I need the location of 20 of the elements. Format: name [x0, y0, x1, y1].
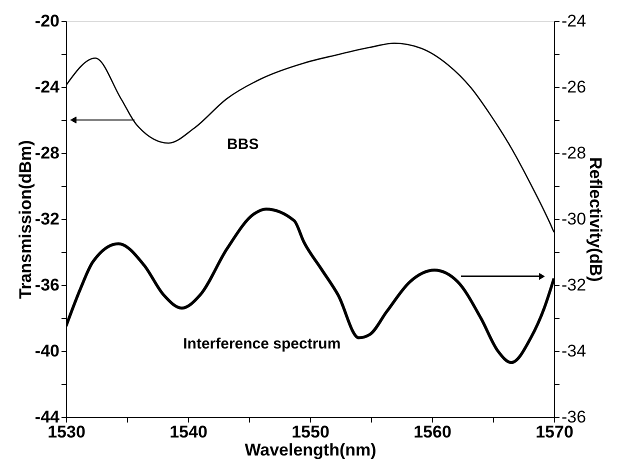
y2-axis-title: Reflectivity(dB)	[586, 157, 606, 282]
y2-tick-label: -28	[562, 144, 586, 162]
y-tick-label: -32	[34, 210, 60, 228]
y-tick-label: -20	[34, 12, 60, 30]
x-axis-title: Wavelength(nm)	[244, 440, 376, 460]
y-tick-label: -40	[34, 342, 60, 360]
x-tick-label: 1540	[170, 422, 208, 442]
y2-tick-label: -34	[562, 342, 586, 360]
y2-tick-label: -30	[562, 210, 586, 228]
y2-tick-label: -32	[562, 276, 586, 294]
y-tick-label: -28	[34, 144, 60, 162]
y-tick-label: -24	[34, 78, 60, 96]
x-tick-label: 1560	[414, 422, 452, 442]
x-tick-label: 1550	[292, 422, 330, 442]
series-label: BBS	[227, 136, 259, 153]
y-tick-label: -36	[34, 276, 60, 294]
y2-tick-label: -26	[562, 78, 586, 96]
series-label: Interference spectrum	[183, 336, 341, 353]
y-axis-title: Transmission(dBm)	[16, 140, 35, 299]
y2-tick-label: -24	[562, 12, 586, 30]
